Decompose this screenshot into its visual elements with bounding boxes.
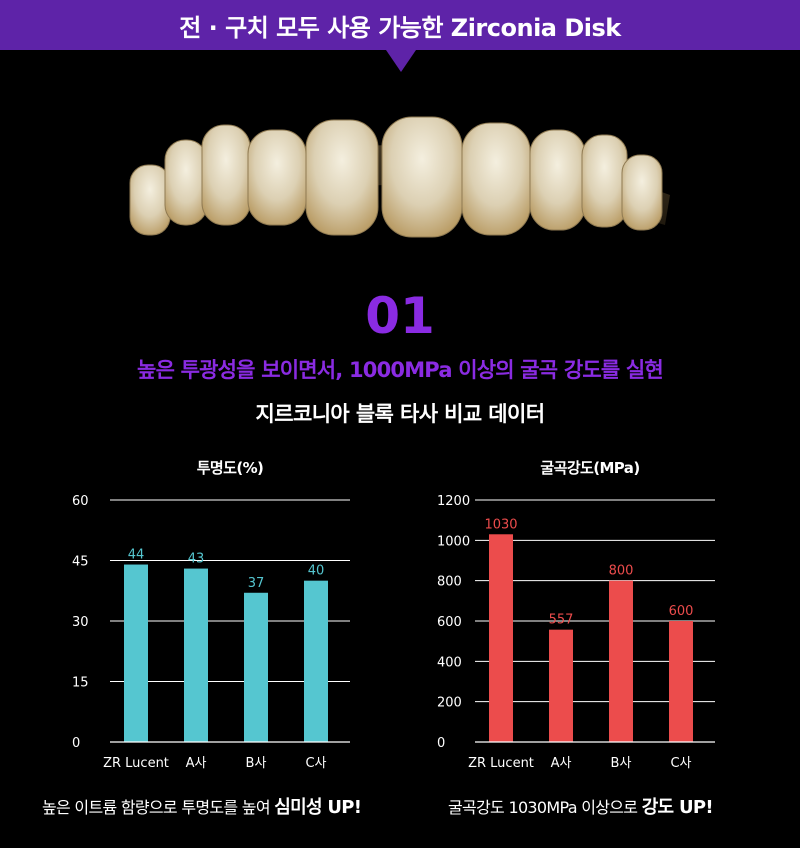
strength-chart: 0 200 400 600 800 1000 1200 1030 ZR Lucent 557 A사 8… (437, 494, 715, 771)
section-headline: 높은 투광성을 보이면서, 1000MPa 이상의 굴곡 강도를 실현 (137, 358, 664, 382)
strength-x-tick-label: ZR Lucent (468, 756, 534, 771)
translucency-data-label: 37 (248, 576, 265, 591)
translucency-y-tick-label: 15 (72, 676, 89, 691)
zirconia-teeth-image (129, 116, 670, 238)
translucency-bar (304, 580, 328, 742)
banner-title: 전 · 구치 모두 사용 가능한 Zirconia Disk (179, 13, 621, 42)
strength-caption: 굴곡강도 1030MPa 이상으로 강도 UP! (448, 793, 714, 819)
strength-x-tick-label: B사 (611, 756, 632, 771)
strength-y-tick-label: 200 (437, 696, 462, 711)
translucency-chart-title: 투명도(%) (196, 459, 264, 477)
strength-y-tick-label: 1000 (437, 534, 470, 549)
translucency-data-label: 44 (128, 548, 145, 563)
strength-caption-text: 굴곡강도 1030MPa 이상으로 (448, 798, 642, 817)
top-banner: 전 · 구치 모두 사용 가능한 Zirconia Disk (0, 0, 800, 50)
translucency-y-tick-label: 0 (72, 736, 80, 751)
banner-pointer (386, 50, 416, 72)
strength-y-tick-label: 600 (437, 615, 462, 630)
translucency-bar (244, 592, 268, 742)
strength-data-label: 557 (549, 613, 574, 628)
strength-x-tick-label: A사 (551, 756, 572, 771)
section-number: 01 (365, 287, 435, 345)
translucency-chart: 0 15 30 45 60 44 ZR Lucent 43 A사 37 B사 40 C사 (72, 494, 350, 771)
strength-x-tick-label: C사 (670, 756, 691, 771)
strength-data-label: 1030 (484, 517, 517, 532)
translucency-caption-text: 높은 이트륨 함량으로 투명도를 높여 (42, 798, 275, 817)
translucency-x-tick-label: C사 (305, 756, 326, 771)
strength-bar (609, 580, 633, 742)
translucency-y-tick-label: 45 (72, 555, 89, 570)
strength-data-label: 600 (669, 604, 694, 619)
translucency-data-label: 43 (188, 552, 205, 567)
translucency-x-tick-label: ZR Lucent (103, 756, 169, 771)
translucency-bar (124, 564, 148, 742)
strength-chart-title: 굴곡강도(MPa) (540, 459, 640, 477)
strength-bar (669, 621, 693, 742)
translucency-caption: 높은 이트륨 함량으로 투명도를 높여 심미성 UP! (42, 793, 362, 819)
strength-data-label: 800 (609, 564, 634, 579)
section-subtitle: 지르코니아 블록 타사 비교 데이터 (255, 402, 546, 426)
translucency-bar (184, 568, 208, 742)
translucency-y-tick-label: 60 (72, 494, 89, 509)
strength-caption-emphasis: 강도 UP! (641, 797, 714, 818)
strength-y-tick-label: 1200 (437, 494, 470, 509)
strength-y-tick-label: 800 (437, 575, 462, 590)
translucency-y-tick-label: 30 (72, 615, 89, 630)
translucency-x-tick-label: A사 (186, 756, 207, 771)
strength-y-tick-label: 0 (437, 736, 445, 751)
strength-y-tick-label: 400 (437, 655, 462, 670)
strength-bar (489, 534, 513, 742)
translucency-x-tick-label: B사 (246, 756, 267, 771)
translucency-caption-emphasis: 심미성 UP! (274, 797, 362, 818)
strength-bar (549, 629, 573, 742)
translucency-data-label: 40 (308, 564, 325, 579)
